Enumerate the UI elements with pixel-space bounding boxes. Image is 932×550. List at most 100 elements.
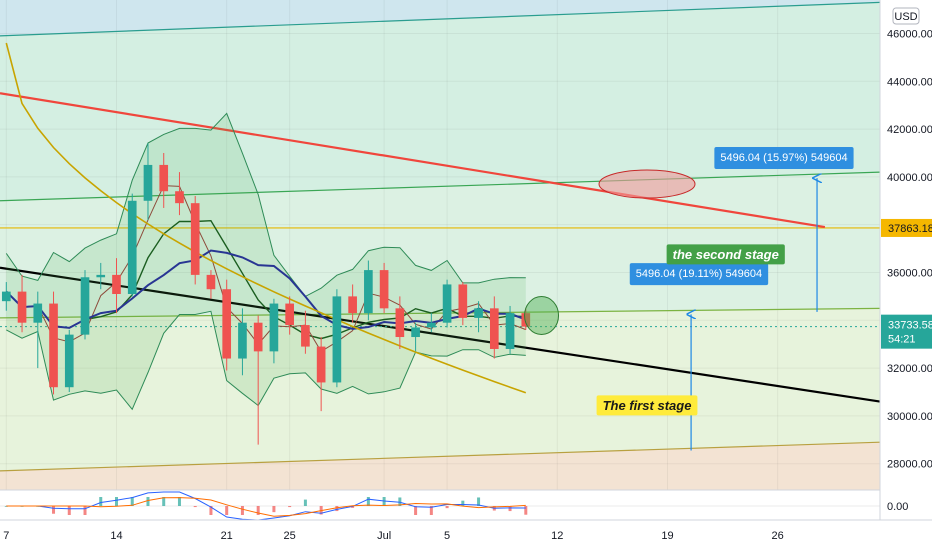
macd-bar [414,506,418,515]
macd-bar [351,506,355,508]
channel-low-line [0,307,881,319]
candle-body [364,270,373,314]
annotations-layer: 5496.04 (19.11%) 549604 5496.04 (15.97%) … [524,146,854,451]
price-tick-label: 46000.00 [887,28,932,40]
macd-bar [177,497,181,506]
candle-body [301,325,310,347]
candle-body [190,203,200,275]
stage-1-label-box [596,395,698,416]
macd-bar [524,506,528,515]
candle-body [80,277,90,335]
candle-body [427,322,436,328]
macd-bar [445,506,449,509]
measure-label-1-text: 5496.04 (19.11%) 549604 [636,268,762,280]
measure-label-1-box [629,263,769,286]
macd-bar [240,506,244,515]
time-tick-label: 14 [110,530,122,542]
stage-2-label: the second stage [666,244,785,265]
candle-body [1,291,11,302]
time-axis-background [0,520,932,550]
stage-1-label-text: The first stage [603,398,692,413]
candle-body [395,308,405,338]
macd-bar [256,506,260,515]
ma-slow [5,249,527,330]
macd-bar [272,506,276,513]
currency-label: USD [894,11,917,23]
macd-panel [0,489,880,521]
stage-2-label-text: the second stage [673,247,779,262]
macd-bar [429,506,433,515]
stage-2-label-box [666,244,785,265]
candle-body [474,308,483,318]
candle-body [505,313,515,349]
last-price-badge [881,314,932,349]
candle-body [175,191,184,204]
level-badge-text: 37863.18 [888,223,932,235]
time-tick-label: 25 [284,530,296,542]
macd-signal [6,497,526,517]
macd-bar [4,506,8,507]
candle-body [17,291,27,323]
price-tick-label: 30000.00 [887,411,932,423]
price-tick-label: 42000.00 [887,124,932,136]
last-price-text: 33733.58 [888,320,932,332]
candle-body [253,322,263,352]
macd-bar [508,506,512,512]
macd-bar [146,497,150,506]
macd-bar [52,506,56,514]
price-tick-label: 40000.00 [887,172,932,184]
macd-bar [209,506,213,515]
candle-body [411,327,420,338]
candles-layer [1,143,531,445]
target-ellipse [598,169,696,199]
bollinger-upper [5,112,526,298]
candle-body [521,313,531,327]
time-tick-label: Jul [377,530,391,542]
macd-bar [130,497,134,506]
price-axis-background [880,0,932,520]
bollinger-basis [5,219,526,340]
candle-body [206,274,216,290]
candle-body [458,284,468,318]
candle-body [96,274,106,278]
level-badge [881,218,932,237]
macd-bar [193,506,197,508]
candle-body [222,289,232,359]
breakout-ellipse [524,296,560,336]
macd-tick-label: 0.00 [887,501,908,513]
channel-base-line [0,441,881,472]
candle-body [112,274,121,294]
time-tick-label: 7 [3,530,9,542]
measure-label-2-box [714,146,854,169]
countdown-text: 54:21 [888,334,916,346]
macd-bar [461,500,465,506]
measure-label-1: 5496.04 (19.11%) 549604 [629,263,769,286]
candle-body [33,303,43,323]
candle-body [489,308,499,349]
macd-bar [114,497,118,506]
time-tick-label: 5 [444,530,450,542]
time-tick-label: 21 [221,530,233,542]
red-trend-line [0,92,826,229]
time-tick-label: 26 [772,530,784,542]
macd-bar [225,506,229,515]
candle-body [127,200,137,294]
candle-body [316,346,326,383]
macd-bar [303,499,307,506]
candle-body [379,270,389,309]
price-tick-label: 44000.00 [887,76,932,88]
macd-bar [366,497,370,506]
time-axis: 7 14 21 25 Jul 5 12 19 26 [0,519,932,550]
candle-body [332,296,342,383]
price-tick-label: 36000.00 [887,267,932,279]
macd-bar [288,506,292,508]
stage-1-label: The first stage [596,395,698,416]
macd-bar [398,497,402,506]
candle-body [238,322,247,359]
time-tick-label: 12 [551,530,563,542]
zone-upper [0,2,880,201]
macd-bar [83,506,87,515]
macd-bar [67,506,71,515]
measure-label-2: 5496.04 (15.97%) 549604 [714,146,854,169]
